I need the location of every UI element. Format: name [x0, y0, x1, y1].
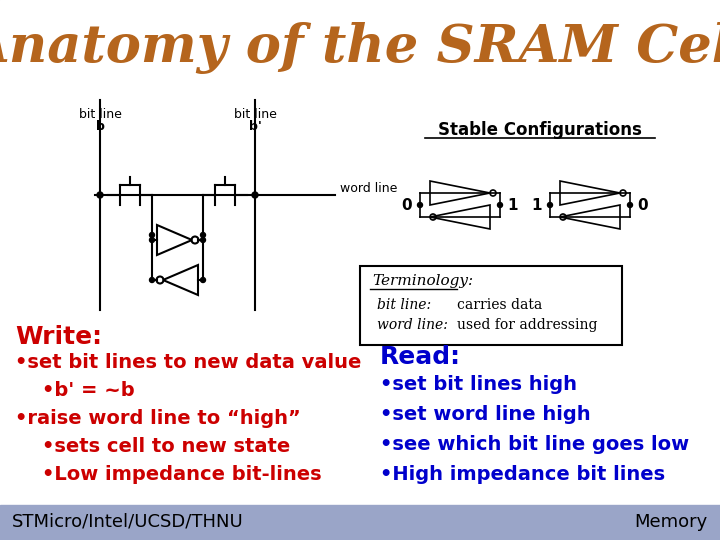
Text: •set bit lines to new data value: •set bit lines to new data value	[15, 353, 361, 372]
Text: word line: word line	[340, 183, 397, 195]
Text: used for addressing: used for addressing	[457, 318, 598, 332]
FancyBboxPatch shape	[360, 266, 622, 345]
Text: word line:: word line:	[377, 318, 448, 332]
Text: Terminology:: Terminology:	[372, 274, 473, 288]
Text: 0: 0	[638, 198, 648, 213]
Text: •see which bit line goes low: •see which bit line goes low	[380, 435, 689, 454]
Text: Write:: Write:	[15, 325, 102, 349]
Circle shape	[628, 202, 632, 207]
Text: 0: 0	[402, 198, 413, 213]
Text: Anatomy of the SRAM Cell: Anatomy of the SRAM Cell	[0, 22, 720, 74]
Text: carries data: carries data	[457, 298, 542, 312]
Circle shape	[150, 238, 155, 242]
Circle shape	[547, 202, 552, 207]
Text: •set word line high: •set word line high	[380, 405, 590, 424]
Text: bit line: bit line	[78, 108, 122, 121]
Text: bit line:: bit line:	[377, 298, 431, 312]
Text: Read:: Read:	[380, 345, 461, 369]
Text: Memory: Memory	[635, 513, 708, 531]
Circle shape	[418, 202, 423, 207]
Text: STMicro/Intel/UCSD/THNU: STMicro/Intel/UCSD/THNU	[12, 513, 244, 531]
Text: b: b	[96, 120, 104, 133]
Circle shape	[97, 192, 103, 198]
Text: •raise word line to “high”: •raise word line to “high”	[15, 409, 301, 428]
Text: Stable Configurations: Stable Configurations	[438, 121, 642, 139]
Text: bit line: bit line	[233, 108, 276, 121]
Text: 1: 1	[532, 198, 542, 213]
Circle shape	[200, 278, 205, 282]
Circle shape	[150, 233, 155, 238]
Bar	[0, 505, 720, 540]
Text: •sets cell to new state: •sets cell to new state	[15, 437, 290, 456]
Text: •set bit lines high: •set bit lines high	[380, 375, 577, 394]
Text: 1: 1	[508, 198, 518, 213]
Text: •High impedance bit lines: •High impedance bit lines	[380, 465, 665, 484]
Circle shape	[150, 278, 155, 282]
Text: •Low impedance bit-lines: •Low impedance bit-lines	[15, 465, 322, 484]
Text: •b' = ~b: •b' = ~b	[15, 381, 135, 400]
Circle shape	[200, 233, 205, 238]
Circle shape	[252, 192, 258, 198]
Text: b': b'	[248, 120, 261, 133]
Circle shape	[200, 238, 205, 242]
Circle shape	[498, 202, 503, 207]
